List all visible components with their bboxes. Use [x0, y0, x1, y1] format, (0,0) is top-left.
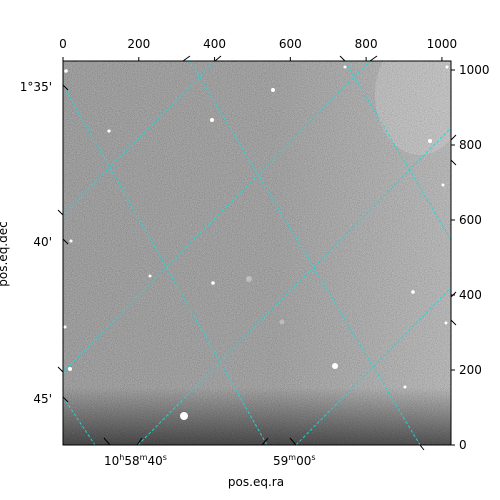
- top-pixel-axis: 0 200 400 600 800 1000: [59, 37, 457, 61]
- right-tick-label: 1000: [459, 63, 490, 77]
- ra-grid-line: [63, 84, 268, 445]
- ra-tick-label: 10h58m40s: [104, 453, 167, 468]
- top-tick-label: 0: [59, 37, 67, 51]
- dec-tick-label: 40': [33, 235, 52, 249]
- top-tick-label: 400: [203, 37, 226, 51]
- right-tick-label: 200: [459, 363, 482, 377]
- world-tick-marks: [57, 55, 457, 451]
- right-pixel-axis: 0 200 400 600 800 1000: [451, 63, 490, 452]
- y-axis-title: pos.eq.dec: [0, 221, 10, 286]
- dec-grid-line: [63, 61, 216, 216]
- right-tick-label: 0: [459, 438, 467, 452]
- right-tick-label: 800: [459, 138, 482, 152]
- top-tick-label: 800: [355, 37, 378, 51]
- top-tick-label: 200: [127, 37, 150, 51]
- dec-tick-label: 45': [33, 392, 52, 406]
- dec-grid-line: [63, 61, 371, 373]
- coordinate-grid: [63, 61, 451, 445]
- x-axis-title: pos.eq.ra: [228, 475, 284, 489]
- plot-frame: [62, 60, 452, 446]
- dec-tick-label: 1°35': [20, 80, 52, 94]
- dec-grid-line: [295, 287, 451, 445]
- dec-grid-line: [137, 127, 451, 445]
- top-tick-label: 600: [279, 37, 302, 51]
- right-tick-label: 400: [459, 288, 482, 302]
- top-tick-label: 1000: [427, 37, 458, 51]
- star-field: [63, 65, 449, 420]
- sky-image: [63, 61, 451, 445]
- right-tick-label: 600: [459, 213, 482, 227]
- ra-tick-label: 59m00s: [273, 453, 316, 468]
